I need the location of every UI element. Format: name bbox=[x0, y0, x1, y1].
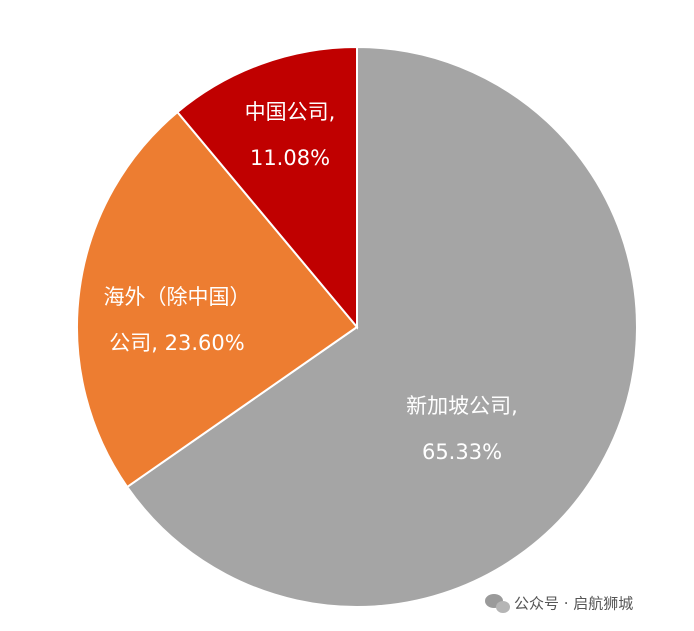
watermark: 公众号 · 启航狮城 bbox=[514, 595, 633, 613]
slice-label: 65.33% bbox=[422, 440, 502, 464]
pie-slice bbox=[176, 45, 358, 330]
pie-slice bbox=[76, 110, 359, 489]
watermark-icon bbox=[485, 594, 510, 613]
slice-label: 海外（除中国） bbox=[104, 285, 251, 309]
slice-label: 中国公司, bbox=[245, 100, 336, 124]
slice-label: 新加坡公司, bbox=[406, 394, 518, 418]
slice-label: 公司, 23.60% bbox=[109, 331, 244, 355]
pie-slice bbox=[125, 45, 638, 608]
slice-label: 11.08% bbox=[250, 146, 330, 170]
pie bbox=[76, 45, 638, 608]
